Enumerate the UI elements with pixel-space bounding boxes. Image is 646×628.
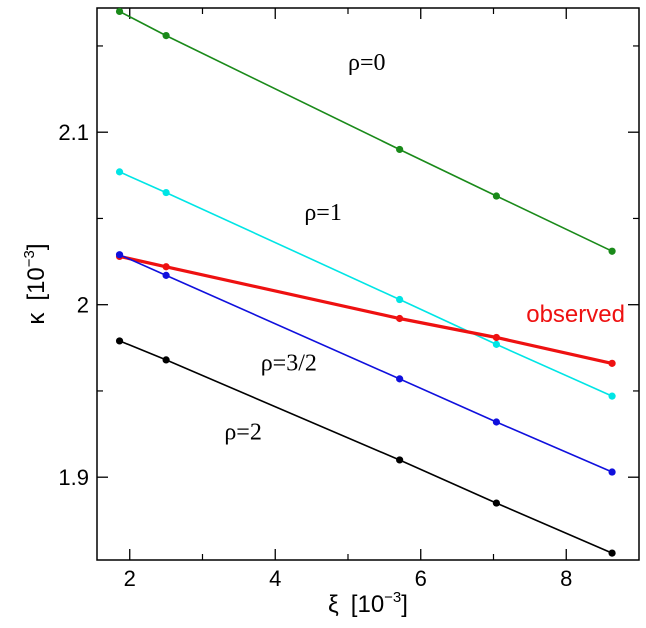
y-tick-label: 2.1 (58, 120, 89, 145)
ticks: 2 4 6 8 1.9 2 2.1 (58, 8, 639, 591)
data-point--1 (115, 168, 124, 176)
x-axis-unit-close: ] (401, 591, 408, 618)
y-axis-unit-exponent: −3 (21, 250, 38, 267)
plot-frame (96, 7, 640, 561)
series-group (115, 7, 616, 557)
y-axis-label: κ [10−3] (21, 243, 50, 324)
x-tick-label: 4 (269, 566, 281, 591)
data-point-observed (162, 263, 170, 271)
x-tick-label: 6 (415, 566, 427, 591)
data-point--3-2 (608, 468, 616, 476)
y-tick-label: 1.9 (58, 465, 89, 490)
annotations-group: ρ=0 ρ=1 observed ρ=3/2 ρ=2 (224, 50, 625, 445)
data-point--0 (608, 247, 616, 255)
data-point--2 (162, 356, 170, 364)
data-point--1 (396, 295, 404, 304)
data-point--0 (396, 145, 404, 154)
data-point--0 (492, 192, 501, 200)
data-point--2 (492, 499, 501, 507)
data-point--2 (608, 549, 616, 557)
annotation--0: ρ=0 (348, 50, 386, 76)
data-point--1 (492, 340, 501, 348)
x-axis-unit-exponent: −3 (384, 589, 401, 606)
x-axis-symbol: ξ (328, 591, 339, 618)
annotation--2: ρ=2 (224, 419, 262, 445)
annotation-observed: observed (526, 301, 625, 328)
x-axis-label: ξ [10−3] (328, 589, 408, 618)
annotation--3-2: ρ=3/2 (261, 350, 317, 376)
x-axis-unit: [10 (351, 591, 384, 618)
data-point--3-2 (492, 418, 501, 426)
data-point-observed (396, 314, 404, 323)
data-point-observed (492, 333, 501, 342)
series-line--0 (119, 10, 613, 252)
data-point--2 (396, 456, 404, 464)
data-point-observed (608, 359, 616, 367)
data-point--3-2 (162, 271, 170, 279)
y-tick-label: 2 (77, 293, 89, 318)
data-point--1 (608, 392, 616, 400)
data-point--3-2 (396, 375, 404, 383)
y-axis-symbol: κ (23, 312, 50, 325)
data-point--1 (162, 188, 170, 197)
y-axis-unit-close: ] (23, 243, 50, 250)
data-point--2 (115, 337, 124, 345)
x-tick-label: 2 (124, 566, 136, 591)
x-tick-label: 8 (560, 566, 572, 591)
series-line--1 (119, 171, 613, 397)
series-line--2 (119, 340, 613, 554)
data-point--0 (162, 31, 170, 40)
data-point--0 (115, 7, 124, 16)
y-axis-unit: [10 (23, 267, 50, 300)
data-point--3-2 (115, 251, 124, 259)
annotation--1: ρ=1 (304, 200, 342, 226)
